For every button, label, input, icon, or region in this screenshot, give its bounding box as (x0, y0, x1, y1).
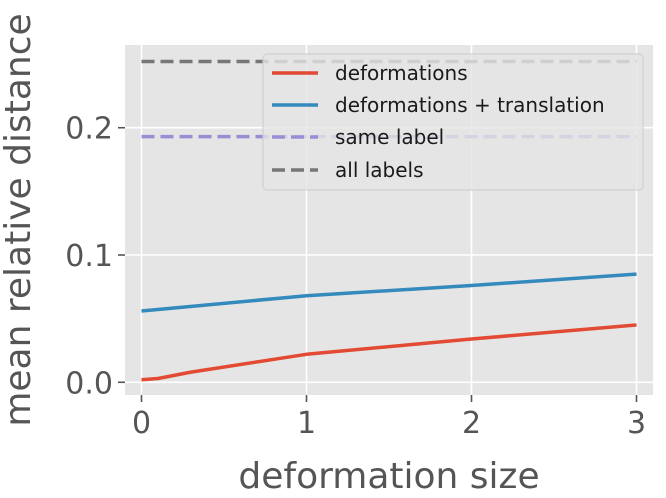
x-axis-label: deformation size (238, 456, 539, 497)
series-line-1 (141, 272, 637, 313)
y-tick-label-2: 0.2 (65, 112, 113, 147)
legend-label-deformations: deformations (335, 61, 468, 85)
x-tick-label-3: 3 (627, 406, 646, 441)
x-tick-label-1: 1 (297, 406, 316, 441)
x-tick-label-0: 0 (132, 406, 151, 441)
legend: deformations deformations + translation … (262, 53, 644, 191)
series-line-0 (141, 323, 637, 382)
y-axis-label: mean relative distance (0, 13, 39, 426)
y-tick-label-1: 0.1 (65, 239, 113, 274)
legend-label-all-labels: all labels (335, 158, 424, 182)
y-tick-label-0: 0.0 (65, 366, 113, 401)
legend-box (262, 53, 644, 191)
legend-label-same-label: same label (335, 125, 444, 149)
legend-label-deformations-translation: deformations + translation (335, 93, 605, 117)
tick-layer: 0 1 2 3 0.0 0.1 0.2 (65, 112, 646, 441)
x-tick-label-2: 2 (462, 406, 481, 441)
